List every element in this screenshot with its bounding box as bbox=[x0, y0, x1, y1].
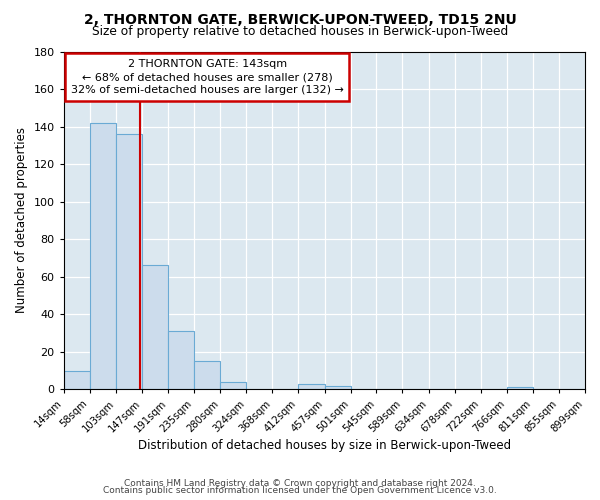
Bar bbox=[142, 266, 168, 390]
Bar bbox=[325, 386, 350, 390]
Text: Contains public sector information licensed under the Open Government Licence v3: Contains public sector information licen… bbox=[103, 486, 497, 495]
Bar bbox=[168, 331, 194, 390]
Bar bbox=[116, 134, 142, 390]
Bar bbox=[64, 370, 89, 390]
Bar bbox=[506, 388, 533, 390]
Bar bbox=[220, 382, 247, 390]
Y-axis label: Number of detached properties: Number of detached properties bbox=[15, 128, 28, 314]
Text: 2 THORNTON GATE: 143sqm
← 68% of detached houses are smaller (278)
32% of semi-d: 2 THORNTON GATE: 143sqm ← 68% of detache… bbox=[71, 59, 344, 96]
X-axis label: Distribution of detached houses by size in Berwick-upon-Tweed: Distribution of detached houses by size … bbox=[138, 440, 511, 452]
Text: Size of property relative to detached houses in Berwick-upon-Tweed: Size of property relative to detached ho… bbox=[92, 25, 508, 38]
Text: Contains HM Land Registry data © Crown copyright and database right 2024.: Contains HM Land Registry data © Crown c… bbox=[124, 478, 476, 488]
Bar bbox=[194, 361, 220, 390]
Bar bbox=[89, 123, 116, 390]
Bar bbox=[298, 384, 325, 390]
Text: 2, THORNTON GATE, BERWICK-UPON-TWEED, TD15 2NU: 2, THORNTON GATE, BERWICK-UPON-TWEED, TD… bbox=[83, 12, 517, 26]
